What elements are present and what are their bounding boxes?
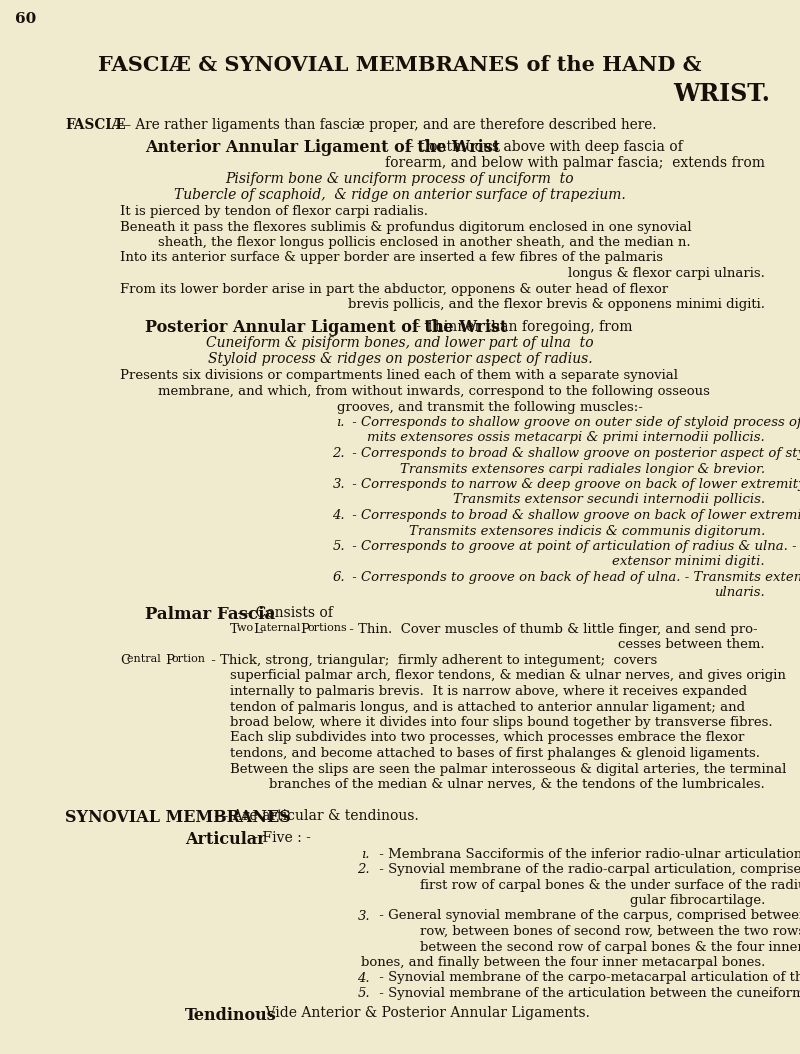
Text: SYNOVIAL MEMBRANES: SYNOVIAL MEMBRANES	[65, 809, 290, 826]
Text: - Continuous above with deep fascia of: - Continuous above with deep fascia of	[405, 139, 682, 154]
Text: superficial palmar arch, flexor tendons, & median & ulnar nerves, and gives orig: superficial palmar arch, flexor tendons,…	[230, 669, 786, 683]
Text: - Thinner than foregoing, from: - Thinner than foregoing, from	[412, 319, 633, 333]
Text: Posterior Annular Ligament of the Wrist: Posterior Annular Ligament of the Wrist	[145, 319, 507, 336]
Text: internally to palmaris brevis.  It is narrow above, where it receives expanded: internally to palmaris brevis. It is nar…	[230, 685, 747, 698]
Text: Transmits extensor secundi internodii pollicis.: Transmits extensor secundi internodii po…	[453, 493, 765, 507]
Text: - Vide Anterior & Posterior Annular Ligaments.: - Vide Anterior & Posterior Annular Liga…	[252, 1007, 590, 1020]
Text: 2.: 2.	[358, 863, 370, 876]
Text: Transmits extensores carpi radiales longior & brevior.: Transmits extensores carpi radiales long…	[400, 463, 765, 475]
Text: - Thin.  Cover muscles of thumb & little finger, and send pro-: - Thin. Cover muscles of thumb & little …	[345, 623, 758, 636]
Text: Cuneiform & pisiform bones, and lower part of ulna  to: Cuneiform & pisiform bones, and lower pa…	[206, 336, 594, 351]
Text: - Thick, strong, triangular;  firmly adherent to integument;  covers: - Thick, strong, triangular; firmly adhe…	[207, 653, 658, 667]
Text: gular fibrocartilage.: gular fibrocartilage.	[630, 894, 765, 907]
Text: - Synovial membrane of the carpo-metacarpal articulation of the thumb.: - Synovial membrane of the carpo-metacar…	[375, 972, 800, 984]
Text: membrane, and which, from without inwards, correspond to the following osseous: membrane, and which, from without inward…	[158, 385, 710, 398]
Text: Presents six divisions or compartments lined each of them with a separate synovi: Presents six divisions or compartments l…	[120, 370, 678, 383]
Text: 5.: 5.	[358, 987, 370, 1000]
Text: It is pierced by tendon of flexor carpi radialis.: It is pierced by tendon of flexor carpi …	[120, 204, 428, 218]
Text: sheath, the flexor longus pollicis enclosed in another sheath, and the median n.: sheath, the flexor longus pollicis enclo…	[158, 236, 690, 249]
Text: wo: wo	[237, 623, 257, 633]
Text: P: P	[165, 653, 174, 667]
Text: Articular: Articular	[185, 831, 266, 847]
Text: C: C	[120, 653, 130, 667]
Text: - Five : -: - Five : -	[249, 831, 311, 844]
Text: between the second row of carpal bones & the four inner metacarpal: between the second row of carpal bones &…	[420, 940, 800, 954]
Text: aternal: aternal	[260, 623, 304, 633]
Text: 2.: 2.	[332, 447, 345, 460]
Text: grooves, and transmit the following muscles:-: grooves, and transmit the following musc…	[337, 401, 643, 413]
Text: - Synovial membrane of the radio-carpal articulation, comprised  between the: - Synovial membrane of the radio-carpal …	[375, 863, 800, 876]
Text: 4.: 4.	[332, 509, 345, 522]
Text: branches of the median & ulnar nerves, & the tendons of the lumbricales.: branches of the median & ulnar nerves, &…	[270, 778, 765, 790]
Text: T: T	[230, 623, 238, 636]
Text: Tubercle of scaphoid,  & ridge on anterior surface of trapezium.: Tubercle of scaphoid, & ridge on anterio…	[174, 188, 626, 201]
Text: extensor minimi digiti.: extensor minimi digiti.	[612, 555, 765, 568]
Text: Each slip subdivides into two processes, which processes embrace the flexor: Each slip subdivides into two processes,…	[230, 731, 744, 744]
Text: ı.: ı.	[362, 847, 370, 860]
Text: 6.: 6.	[332, 571, 345, 584]
Text: Palmar Fascia: Palmar Fascia	[145, 606, 275, 623]
Text: ı.: ı.	[337, 416, 345, 429]
Text: FASCIÆ & SYNOVIAL MEMBRANES of the HAND &: FASCIÆ & SYNOVIAL MEMBRANES of the HAND …	[98, 55, 702, 75]
Text: forearm, and below with palmar fascia;  extends from: forearm, and below with palmar fascia; e…	[385, 156, 765, 171]
Text: Into its anterior surface & upper border are inserted a few fibres of the palmar: Into its anterior surface & upper border…	[120, 252, 663, 265]
Text: - Corresponds to shallow groove on outer side of styloid process of radius. - Tr: - Corresponds to shallow groove on outer…	[348, 416, 800, 429]
Text: - General synovial membrane of the carpus, comprised between bones of first: - General synovial membrane of the carpu…	[375, 910, 800, 922]
Text: broad below, where it divides into four slips bound together by transverse fibre: broad below, where it divides into four …	[230, 716, 773, 729]
Text: Beneath it pass the flexores sublimis & profundus digitorum enclosed in one syno: Beneath it pass the flexores sublimis & …	[120, 220, 692, 234]
Text: — Are rather ligaments than fasciæ proper, and are therefore described here.: — Are rather ligaments than fasciæ prope…	[113, 118, 657, 132]
Text: entral: entral	[127, 653, 164, 664]
Text: row, between bones of second row, between the two rows of bones,: row, between bones of second row, betwee…	[420, 925, 800, 938]
Text: Tendinous: Tendinous	[185, 1007, 277, 1023]
Text: WRIST.: WRIST.	[673, 82, 770, 106]
Text: 4.: 4.	[358, 972, 370, 984]
Text: cesses between them.: cesses between them.	[618, 639, 765, 651]
Text: ortion: ortion	[172, 653, 206, 664]
Text: L: L	[253, 623, 262, 636]
Text: Styloid process & ridges on posterior aspect of radius.: Styloid process & ridges on posterior as…	[208, 352, 592, 366]
Text: - Corresponds to groove at point of articulation of radius & ulna. - Transmits: - Corresponds to groove at point of arti…	[348, 540, 800, 553]
Text: 3.: 3.	[332, 479, 345, 491]
Text: longus & flexor carpi ulnaris.: longus & flexor carpi ulnaris.	[568, 267, 765, 280]
Text: - Synovial membrane of the articulation between the cuneiform & pisiform.: - Synovial membrane of the articulation …	[375, 987, 800, 1000]
Text: ulnaris.: ulnaris.	[714, 586, 765, 600]
Text: tendons, and become attached to bases of first phalanges & glenoid ligaments.: tendons, and become attached to bases of…	[230, 747, 760, 760]
Text: Transmits extensores indicis & communis digitorum.: Transmits extensores indicis & communis …	[409, 525, 765, 538]
Text: - Corresponds to narrow & deep groove on back of lower extremity of radius. -: - Corresponds to narrow & deep groove on…	[348, 479, 800, 491]
Text: brevis pollicis, and the flexor brevis & opponens minimi digiti.: brevis pollicis, and the flexor brevis &…	[348, 298, 765, 311]
Text: Between the slips are seen the palmar interosseous & digital arteries, the termi: Between the slips are seen the palmar in…	[230, 762, 786, 776]
Text: ortions: ortions	[307, 623, 346, 633]
Text: 5.: 5.	[332, 540, 345, 553]
Text: first row of carpal bones & the under surface of the radius & trian-: first row of carpal bones & the under su…	[420, 878, 800, 892]
Text: Pisiform bone & unciform process of unciform  to: Pisiform bone & unciform process of unci…	[226, 172, 574, 186]
Text: - Membrana Sacciformis of the inferior radio-ulnar articulation.: - Membrana Sacciformis of the inferior r…	[375, 847, 800, 860]
Text: 3.: 3.	[358, 910, 370, 922]
Text: FASCIÆ: FASCIÆ	[65, 118, 126, 132]
Text: tendon of palmaris longus, and is attached to anterior annular ligament; and: tendon of palmaris longus, and is attach…	[230, 701, 745, 714]
Text: mits extensores ossis metacarpi & primi internodii pollicis.: mits extensores ossis metacarpi & primi …	[367, 431, 765, 445]
Text: P: P	[300, 623, 309, 636]
Text: bones, and finally between the four inner metacarpal bones.: bones, and finally between the four inne…	[361, 956, 765, 969]
Text: 60: 60	[15, 12, 36, 26]
Text: - Corresponds to groove on back of head of ulna. - Transmits extensor carpi: - Corresponds to groove on back of head …	[348, 571, 800, 584]
Text: Anterior Annular Ligament of the Wrist: Anterior Annular Ligament of the Wrist	[145, 139, 500, 156]
Text: — Are articular & tendinous.: — Are articular & tendinous.	[210, 809, 418, 823]
Text: — Consists of: — Consists of	[233, 606, 333, 620]
Text: From its lower border arise in part the abductor, opponens & outer head of flexo: From its lower border arise in part the …	[120, 282, 668, 295]
Text: - Corresponds to broad & shallow groove on posterior aspect of styloid process. : - Corresponds to broad & shallow groove …	[348, 447, 800, 460]
Text: - Corresponds to broad & shallow groove on back of lower extremity of radius. -: - Corresponds to broad & shallow groove …	[348, 509, 800, 522]
